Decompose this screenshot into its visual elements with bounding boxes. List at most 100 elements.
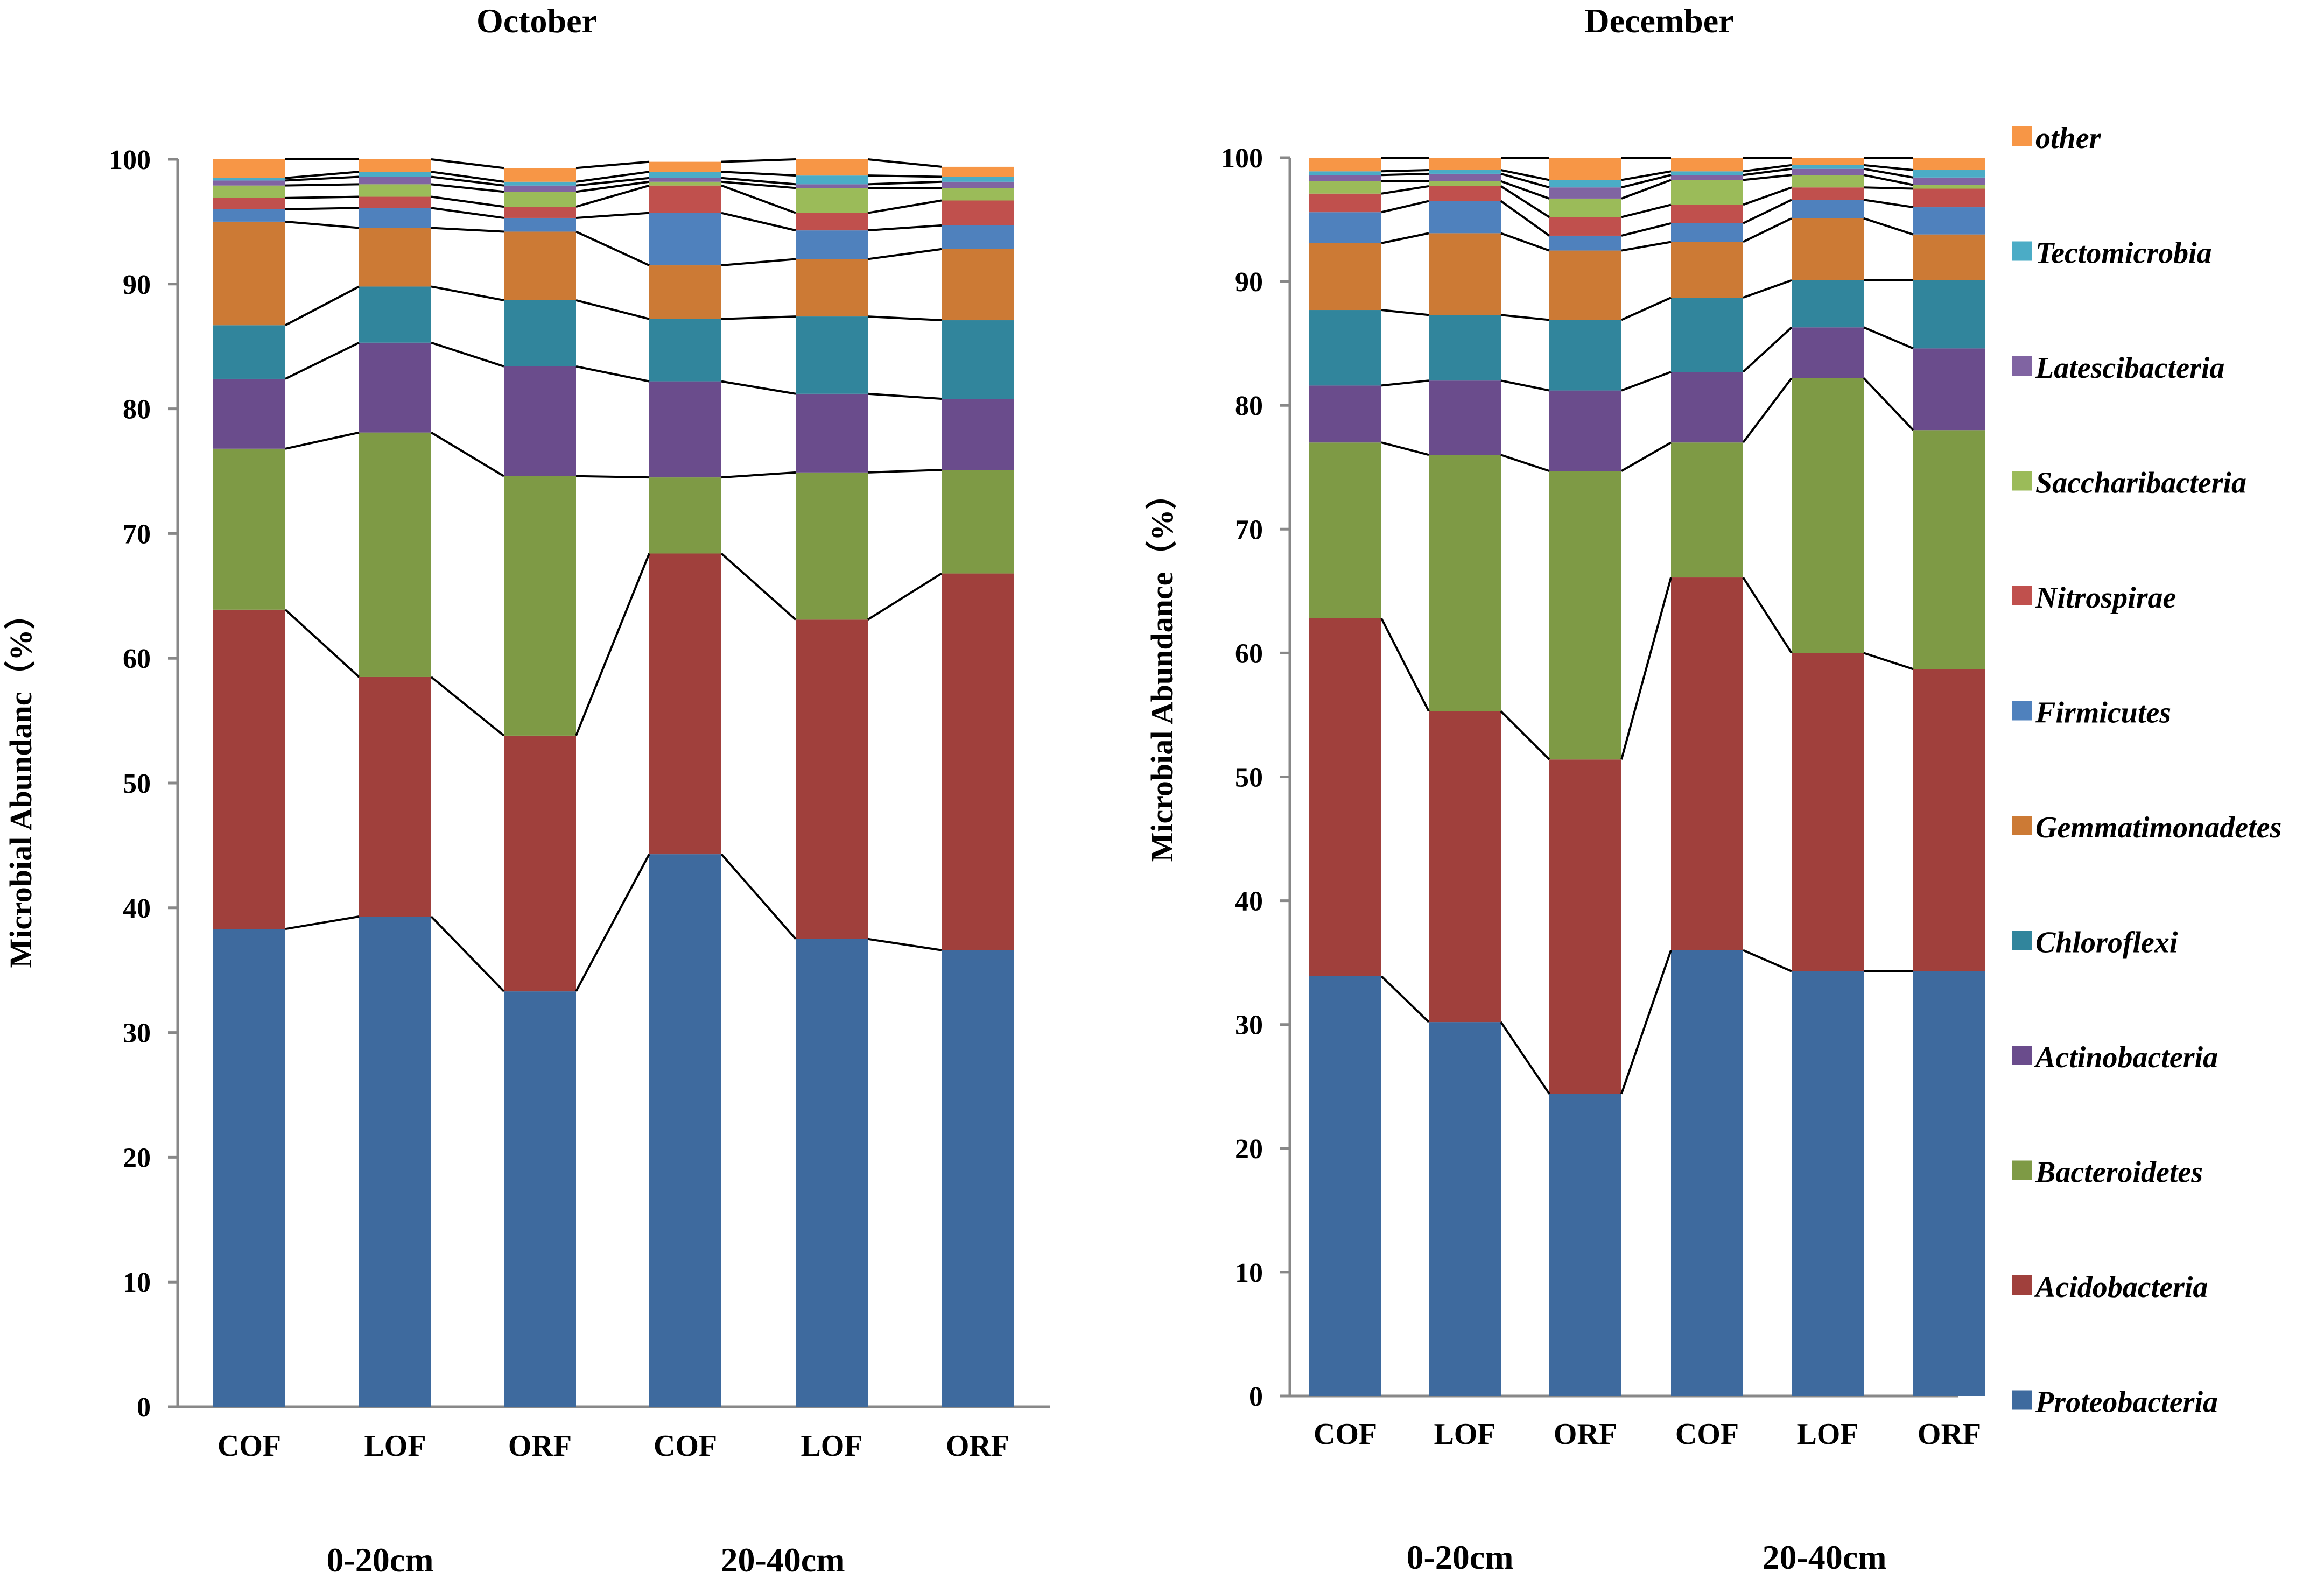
bar-segment-proteobacteria bbox=[1549, 1094, 1621, 1396]
bar-segment-actinobacteria bbox=[359, 342, 431, 433]
bar-segment-gemmatimonadetes bbox=[359, 228, 431, 287]
bar-segment-nitrospirae bbox=[213, 198, 285, 209]
bar-segment-gemmatimonadetes bbox=[1309, 243, 1381, 311]
bar-segment-proteobacteria bbox=[1429, 1022, 1501, 1396]
y-axis-label: Microbial Abundance（%） bbox=[1145, 478, 1179, 862]
series-connector-line bbox=[720, 853, 797, 940]
x-category-label: ORF bbox=[508, 1429, 572, 1463]
bar-segment-firmicutes bbox=[1671, 223, 1743, 242]
bar-segment-firmicutes bbox=[213, 209, 285, 222]
series-connector-line bbox=[284, 609, 360, 678]
y-tick-label: 70 bbox=[123, 519, 151, 549]
bar-segment-actinobacteria bbox=[1913, 348, 1985, 431]
series-connector-line bbox=[1381, 169, 1429, 173]
series-connector-line bbox=[1863, 377, 1914, 431]
series-connector-line bbox=[1500, 454, 1550, 473]
series-connector-line bbox=[867, 174, 942, 178]
y-tick-label: 0 bbox=[137, 1392, 151, 1423]
series-connector-line bbox=[1742, 576, 1793, 654]
series-connector-line bbox=[1500, 172, 1550, 189]
bar-segment-tectomicrobia bbox=[796, 175, 868, 185]
bar-segment-nitrospirae bbox=[1671, 205, 1743, 223]
chart-october: October Microbial Abundanc（%） 0 10 20 30 40 50 6… bbox=[3, 2, 1050, 1579]
bar-segment-firmicutes bbox=[1549, 235, 1621, 251]
y-tick-label: 50 bbox=[123, 769, 151, 799]
series-connector-line bbox=[1621, 441, 1672, 472]
bar-segment-saccharibacteria bbox=[359, 184, 431, 197]
bar-segment-other bbox=[1309, 158, 1381, 172]
series-connector-line bbox=[431, 285, 504, 301]
series-connector-line bbox=[1863, 167, 1914, 179]
y-tick-label: 50 bbox=[1235, 763, 1263, 793]
series-connector-line bbox=[1380, 975, 1430, 1023]
bar-segment-actinobacteria bbox=[942, 399, 1014, 470]
bar-segment-nitrospirae bbox=[1309, 193, 1381, 213]
bar-segment-proteobacteria bbox=[1671, 950, 1743, 1396]
bar-segment-saccharibacteria bbox=[796, 188, 868, 213]
series-connector-line bbox=[1621, 241, 1672, 252]
series-connector-line bbox=[1742, 377, 1793, 443]
series-connector-line bbox=[1620, 949, 1672, 1095]
bar-segment-latescibacteria bbox=[213, 180, 285, 186]
bar-segment-other bbox=[942, 166, 1014, 177]
bar-segment-firmicutes bbox=[504, 217, 576, 232]
series-connector-line bbox=[1743, 164, 1792, 173]
bar-segment-gemmatimonadetes bbox=[1549, 250, 1621, 320]
series-connector-line bbox=[431, 171, 504, 183]
series-connector-line bbox=[1500, 185, 1550, 218]
bar-segment-acidobacteria bbox=[1309, 618, 1381, 976]
y-tick-label: 80 bbox=[1235, 391, 1263, 421]
legend-label: Actinobacteria bbox=[2034, 1041, 2218, 1074]
bar-segment-actinobacteria bbox=[213, 378, 285, 449]
bar-segment-latescibacteria bbox=[1671, 175, 1743, 180]
series-connector-line bbox=[575, 299, 650, 320]
x-category-label: ORF bbox=[1554, 1418, 1617, 1451]
series-connector-line bbox=[1863, 652, 1914, 671]
bar-segment-saccharibacteria bbox=[1549, 198, 1621, 217]
bar-segment-acidobacteria bbox=[504, 735, 576, 992]
bar-segment-acidobacteria bbox=[1429, 711, 1501, 1023]
bar-segment-chloroflexi bbox=[796, 316, 868, 394]
series-connector-line bbox=[1500, 314, 1550, 321]
bar-segment-other bbox=[1671, 158, 1743, 172]
bar-segment-actinobacteria bbox=[1792, 327, 1864, 378]
bar-segment-actinobacteria bbox=[796, 393, 868, 473]
series-connector-line bbox=[285, 175, 360, 182]
series-connector-line bbox=[575, 160, 650, 170]
bar-segment-chloroflexi bbox=[1309, 310, 1381, 386]
bar-segment-firmicutes bbox=[359, 208, 431, 228]
bar-segment-bacteroidetes bbox=[213, 448, 285, 610]
bar-segment-firmicutes bbox=[649, 213, 721, 266]
series-connector-line bbox=[575, 184, 650, 208]
legend-swatch bbox=[2012, 816, 2032, 835]
y-tick-label: 70 bbox=[1235, 514, 1263, 545]
depth-group-label: 0-20cm bbox=[326, 1541, 433, 1579]
bar-segment-proteobacteria bbox=[213, 929, 285, 1407]
bar-segment-chloroflexi bbox=[504, 300, 576, 366]
bar-segment-other bbox=[649, 161, 721, 172]
bar-segment-proteobacteria bbox=[1309, 976, 1381, 1396]
series-connector-line bbox=[1863, 174, 1914, 186]
legend-swatch bbox=[2012, 471, 2032, 491]
y-tick-label: 100 bbox=[1221, 143, 1263, 174]
bar-segment-gemmatimonadetes bbox=[1913, 234, 1985, 280]
series-connector-line bbox=[1500, 169, 1550, 181]
series-connector-line bbox=[285, 220, 360, 229]
series-connector-line bbox=[430, 915, 505, 992]
series-connector-line bbox=[1500, 379, 1550, 392]
bar-segment-acidobacteria bbox=[942, 573, 1014, 950]
x-category-label: COF bbox=[654, 1429, 717, 1463]
bar-segment-acidobacteria bbox=[1913, 669, 1985, 971]
bar-segment-chloroflexi bbox=[213, 325, 285, 379]
bar-segment-actinobacteria bbox=[504, 366, 576, 476]
chart-title: December bbox=[1584, 2, 1733, 40]
x-category-label: ORF bbox=[1918, 1418, 1981, 1451]
legend-label: Tectomicrobia bbox=[2035, 237, 2212, 270]
bar-segment-saccharibacteria bbox=[649, 181, 721, 186]
bar-segment-other bbox=[1549, 158, 1621, 180]
series-connector-line bbox=[1863, 326, 1914, 350]
series-connector-line bbox=[721, 380, 796, 395]
series-connector-line bbox=[285, 183, 360, 187]
bar-segment-tectomicrobia bbox=[1429, 170, 1501, 174]
legend-swatch bbox=[2012, 126, 2032, 146]
